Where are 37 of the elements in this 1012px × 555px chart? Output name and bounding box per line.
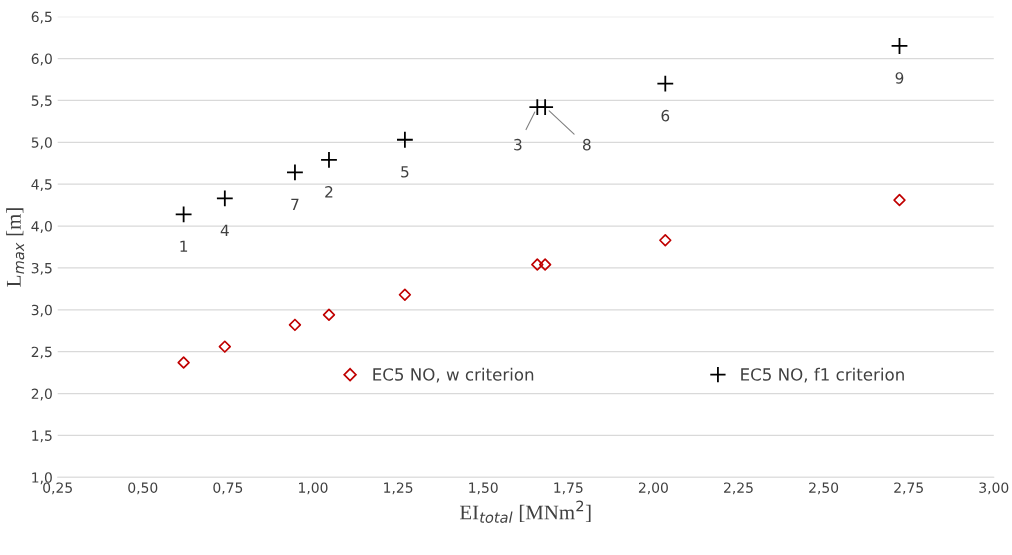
annotation: 3 [514,138,522,151]
annotation: 9 [895,72,904,84]
x-tick-label: 3,00 [979,482,1009,495]
x-axis-title: EI$_{total}$ [MNm$^{2}$] [459,500,591,523]
y-tick-label: 5,5 [31,95,52,108]
x-tick-label: 1,00 [299,482,328,495]
annotation: 1 [180,240,188,252]
y-tick-label: 3,0 [31,304,52,317]
annotation: 5 [401,166,409,178]
y-tick-label: 1,5 [32,430,52,443]
x-tick-label: 0,75 [213,482,243,495]
x-tick-label: 0,25 [43,482,72,495]
y-tick-label: 3,5 [31,262,52,275]
annotation: 8 [582,138,591,151]
y-tick-label: 2,5 [31,346,52,359]
y-tick-label: 4,5 [31,179,52,192]
annotation: 6 [661,109,670,122]
legend-label: EC5 NO, f1 criterion [741,367,904,383]
x-tick-label: 2,50 [809,482,839,495]
x-tick-label: 0,50 [128,482,158,495]
y-axis-title: L$_{max}$ [m] [6,208,25,287]
y-tick-label: 5,0 [31,137,52,150]
x-tick-label: 2,25 [724,482,753,495]
y-tick-label: 6,0 [31,53,52,66]
legend-label: EC5 NO, w criterion [373,367,534,383]
x-tick-label: 1,50 [469,482,498,495]
y-tick-label: 6,5 [31,11,52,24]
x-tick-label: 2,75 [894,482,923,495]
y-tick-label: 4,0 [31,221,52,233]
annotation: 4 [220,224,229,236]
y-tick-label: 1,0 [32,472,52,485]
annotation: 2 [325,186,333,198]
y-tick-label: 2,0 [31,388,52,401]
x-tick-label: 1,25 [384,482,413,495]
x-tick-label: 2,00 [638,482,668,495]
x-tick-label: 1,75 [554,482,583,495]
annotation: 7 [291,198,299,210]
